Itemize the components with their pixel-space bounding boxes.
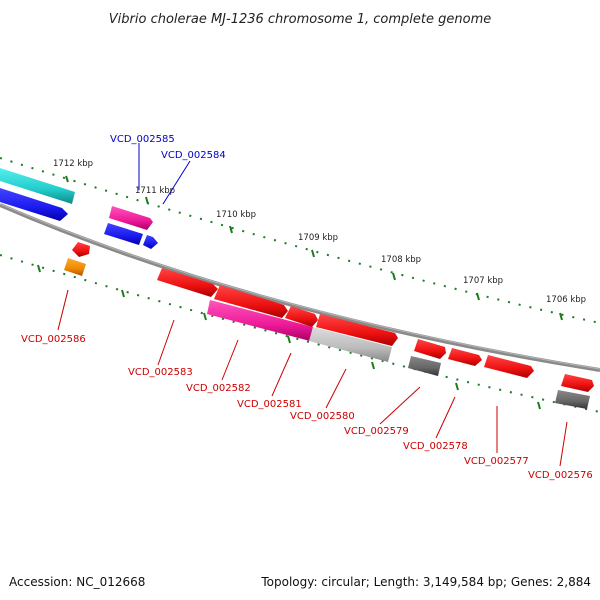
gene-vcd-002581[interactable] [214,285,288,318]
gene-vcd-002583[interactable] [157,268,218,297]
gene-vcd-002578[interactable] [448,348,482,366]
label-vcd-002586: VCD_002586 [21,334,86,345]
label-vcd-002578: VCD_002578 [403,441,468,452]
gene-vcd-002580[interactable] [316,314,398,346]
tick-label-1711: 1711 kbp [135,186,175,196]
tick-label-1712: 1712 kbp [53,159,93,169]
label-vcd-002583: VCD_002583 [128,367,193,378]
gene-orange-inner[interactable] [64,258,86,276]
gene-vcd-002579[interactable] [408,356,441,376]
map-title: Vibrio cholerae MJ-1236 chromosome 1, co… [109,12,491,27]
gene-blue-outer[interactable] [0,188,68,221]
gene-cyan-outer[interactable] [0,168,75,204]
outer-tick-arc [0,157,600,324]
gene-vcd-002582[interactable] [207,300,313,341]
gene-lightgray-inner[interactable] [309,327,392,362]
label-vcd-002576: VCD_002576 [528,470,593,481]
gene-vcd-002576-upper[interactable] [561,374,594,392]
genome-backbone [0,203,600,372]
label-vcd-002577: VCD_002577 [464,456,529,467]
gene-red-short[interactable] [285,306,318,327]
tick-label-1707: 1707 kbp [463,276,503,286]
gene-vcd-002576[interactable] [555,390,590,409]
gene-blue-small[interactable] [143,235,158,249]
gene-vcd-002585[interactable] [109,206,153,230]
inner-tick-arc [0,254,600,413]
tick-label-1709: 1709 kbp [298,233,338,243]
label-vcd-002581: VCD_002581 [237,399,302,410]
gene-vcd-002577[interactable] [484,355,534,378]
label-vcd-002582: VCD_002582 [186,383,251,394]
tick-label-1708: 1708 kbp [381,255,421,265]
gene-vcd-002584[interactable] [104,223,143,245]
accession-text: Accession: NC_012668 [9,575,146,589]
genome-summary-text: Topology: circular; Length: 3,149,584 bp… [261,575,591,589]
tick-label-1706: 1706 kbp [546,295,586,305]
tick-label-1710: 1710 kbp [216,210,256,220]
label-vcd-002580: VCD_002580 [290,411,355,422]
callout-lines [57,143,568,467]
label-vcd-002579: VCD_002579 [344,426,409,437]
gene-vcd-002586[interactable] [72,242,90,257]
gene-vcd-002579-upper[interactable] [414,339,446,359]
label-vcd-002585: VCD_002585 [110,134,175,145]
label-vcd-002584: VCD_002584 [161,150,226,161]
